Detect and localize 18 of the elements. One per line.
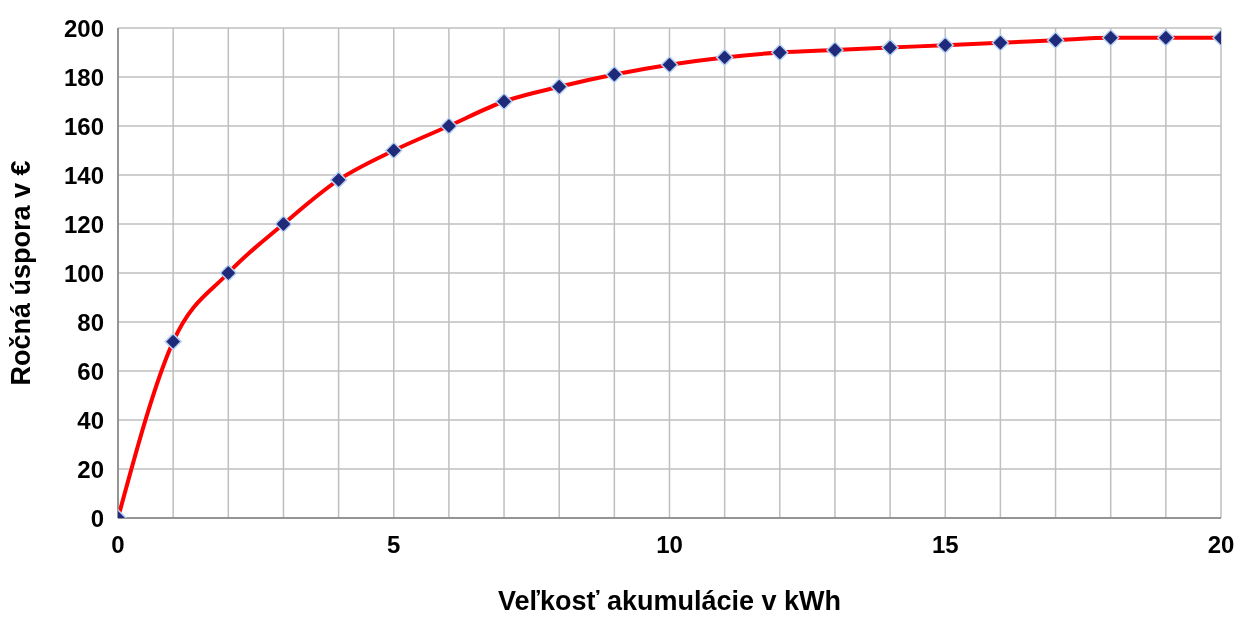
y-tick-label: 200 [63,14,104,42]
y-tick-label: 80 [77,308,104,336]
y-axis-title: Ročná úspora v € [5,160,36,386]
x-tick-label: 0 [111,531,125,559]
y-tick-label: 40 [77,406,104,434]
y-tick-label: 180 [63,63,104,91]
y-tick-label: 0 [90,504,104,532]
x-tick-label: 5 [387,531,401,559]
y-tick-label: 60 [77,357,104,385]
x-tick-label: 20 [1207,531,1235,559]
x-tick-label: 15 [931,531,959,559]
x-axis-title: Veľkosť akumulácie v kWh [498,586,841,616]
y-tick-label: 100 [63,259,104,287]
x-tick-label: 10 [656,531,683,559]
y-tick-label: 140 [63,161,104,189]
y-tick-label: 20 [77,455,104,483]
y-tick-label: 160 [63,112,104,140]
y-tick-label: 120 [63,210,104,238]
